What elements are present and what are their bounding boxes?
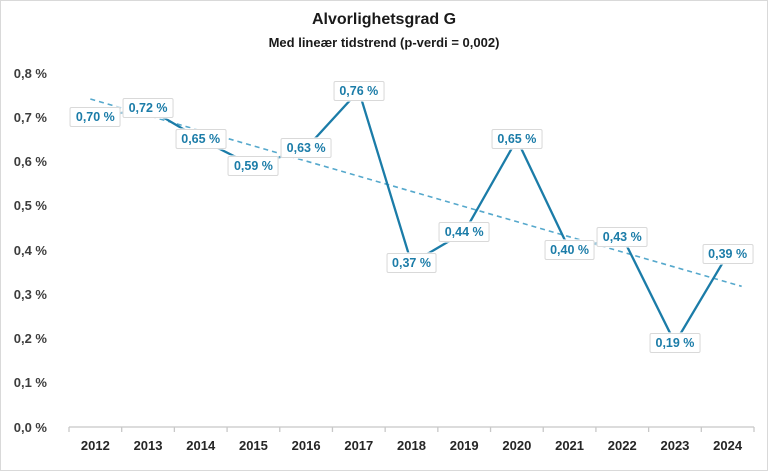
x-tick-label: 2023 xyxy=(660,438,690,453)
data-point-label: 0,72 % xyxy=(122,98,174,119)
y-tick-label: 0,6 % xyxy=(13,154,47,169)
data-point-label: 0,37 % xyxy=(386,253,437,274)
x-tick-label: 2018 xyxy=(397,438,426,453)
y-tick-label: 0,5 % xyxy=(13,198,47,214)
chart-subtitle: Med lineær tidstrend (p-verdi = 0,002) xyxy=(268,35,500,50)
data-point-label: 0,44 % xyxy=(438,222,490,243)
data-point-label: 0,63 % xyxy=(280,138,332,159)
data-point-label: 0,43 % xyxy=(596,226,648,247)
x-tick-label: 2017 xyxy=(344,438,374,453)
data-point-label: 0,39 % xyxy=(702,244,754,265)
data-point-label: 0,65 % xyxy=(491,129,543,150)
x-tick-label: 2021 xyxy=(555,438,585,453)
chart-title: Alvorlighetsgrad G xyxy=(311,11,457,28)
data-point-label: 0,40 % xyxy=(544,240,596,260)
y-tick-label: 0,8 % xyxy=(13,65,47,81)
x-tick-label: 2019 xyxy=(449,438,479,453)
x-tick-label: 2022 xyxy=(607,438,637,453)
y-tick-label: 0,1 % xyxy=(13,375,47,391)
data-point-label: 0,59 % xyxy=(227,155,279,176)
y-tick-label: 0,4 % xyxy=(13,242,47,258)
x-tick-label: 2015 xyxy=(238,438,268,453)
x-tick-label: 2012 xyxy=(80,438,110,453)
y-tick-label: 0,7 % xyxy=(13,109,47,125)
x-tick-label: 2020 xyxy=(502,438,532,453)
x-tick-label: 2013 xyxy=(133,438,163,453)
data-point-label: 0,70 % xyxy=(69,107,121,128)
data-point-label: 0,19 % xyxy=(649,332,701,353)
x-tick-label: 2014 xyxy=(186,438,216,453)
y-tick-label: 0,2 % xyxy=(13,331,47,346)
data-point-label: 0,65 % xyxy=(175,129,227,150)
x-tick-label: 2024 xyxy=(713,438,743,453)
y-tick-label: 0,0 % xyxy=(13,419,47,435)
y-tick-label: 0,3 % xyxy=(13,286,47,302)
data-point-label: 0,76 % xyxy=(333,80,385,101)
x-tick-label: 2016 xyxy=(291,438,321,453)
